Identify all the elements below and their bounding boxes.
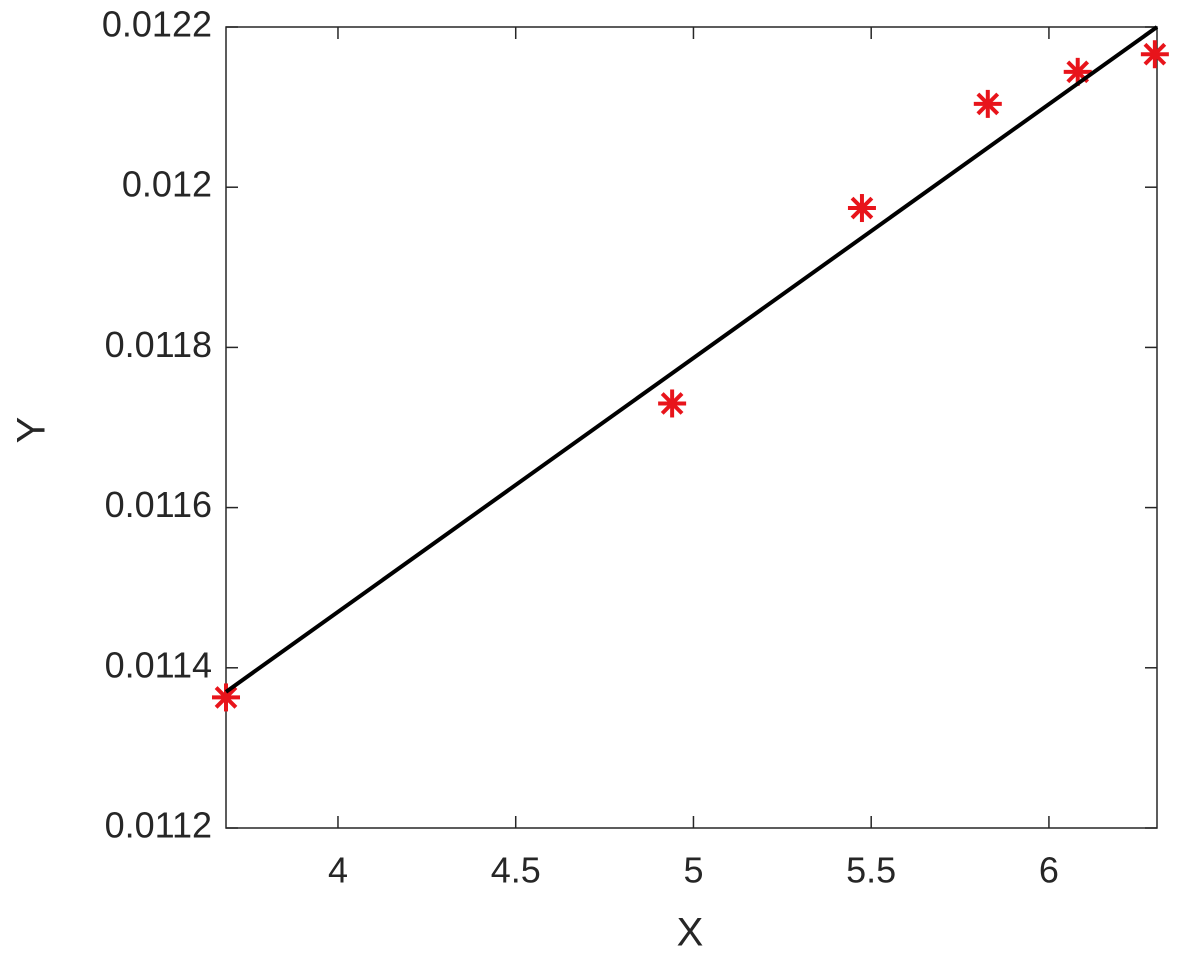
y-tick-label: 0.012	[122, 164, 212, 205]
y-tick-label: 0.0114	[105, 644, 212, 685]
y-tick-label: 0.0112	[105, 805, 212, 846]
y-axis-label: Y	[10, 417, 54, 444]
y-tick-label: 0.0118	[105, 324, 212, 365]
data-point	[1140, 40, 1169, 69]
y-tick-label: 0.0116	[105, 484, 212, 525]
data-point	[847, 194, 876, 223]
x-tick-label: 4	[328, 850, 348, 891]
data-point	[973, 89, 1002, 118]
x-tick-label: 4.5	[491, 850, 541, 891]
y-tick-label: 0.0122	[102, 4, 212, 45]
fit-line	[224, 25, 1159, 694]
x-tick-label: 5	[683, 850, 703, 891]
plot-frame	[225, 26, 1158, 829]
data-point	[658, 389, 687, 418]
x-axis-label: X	[677, 911, 704, 955]
x-tick-label: 5.5	[846, 850, 896, 891]
x-tick-label: 6	[1039, 850, 1059, 891]
data-point	[212, 683, 240, 712]
